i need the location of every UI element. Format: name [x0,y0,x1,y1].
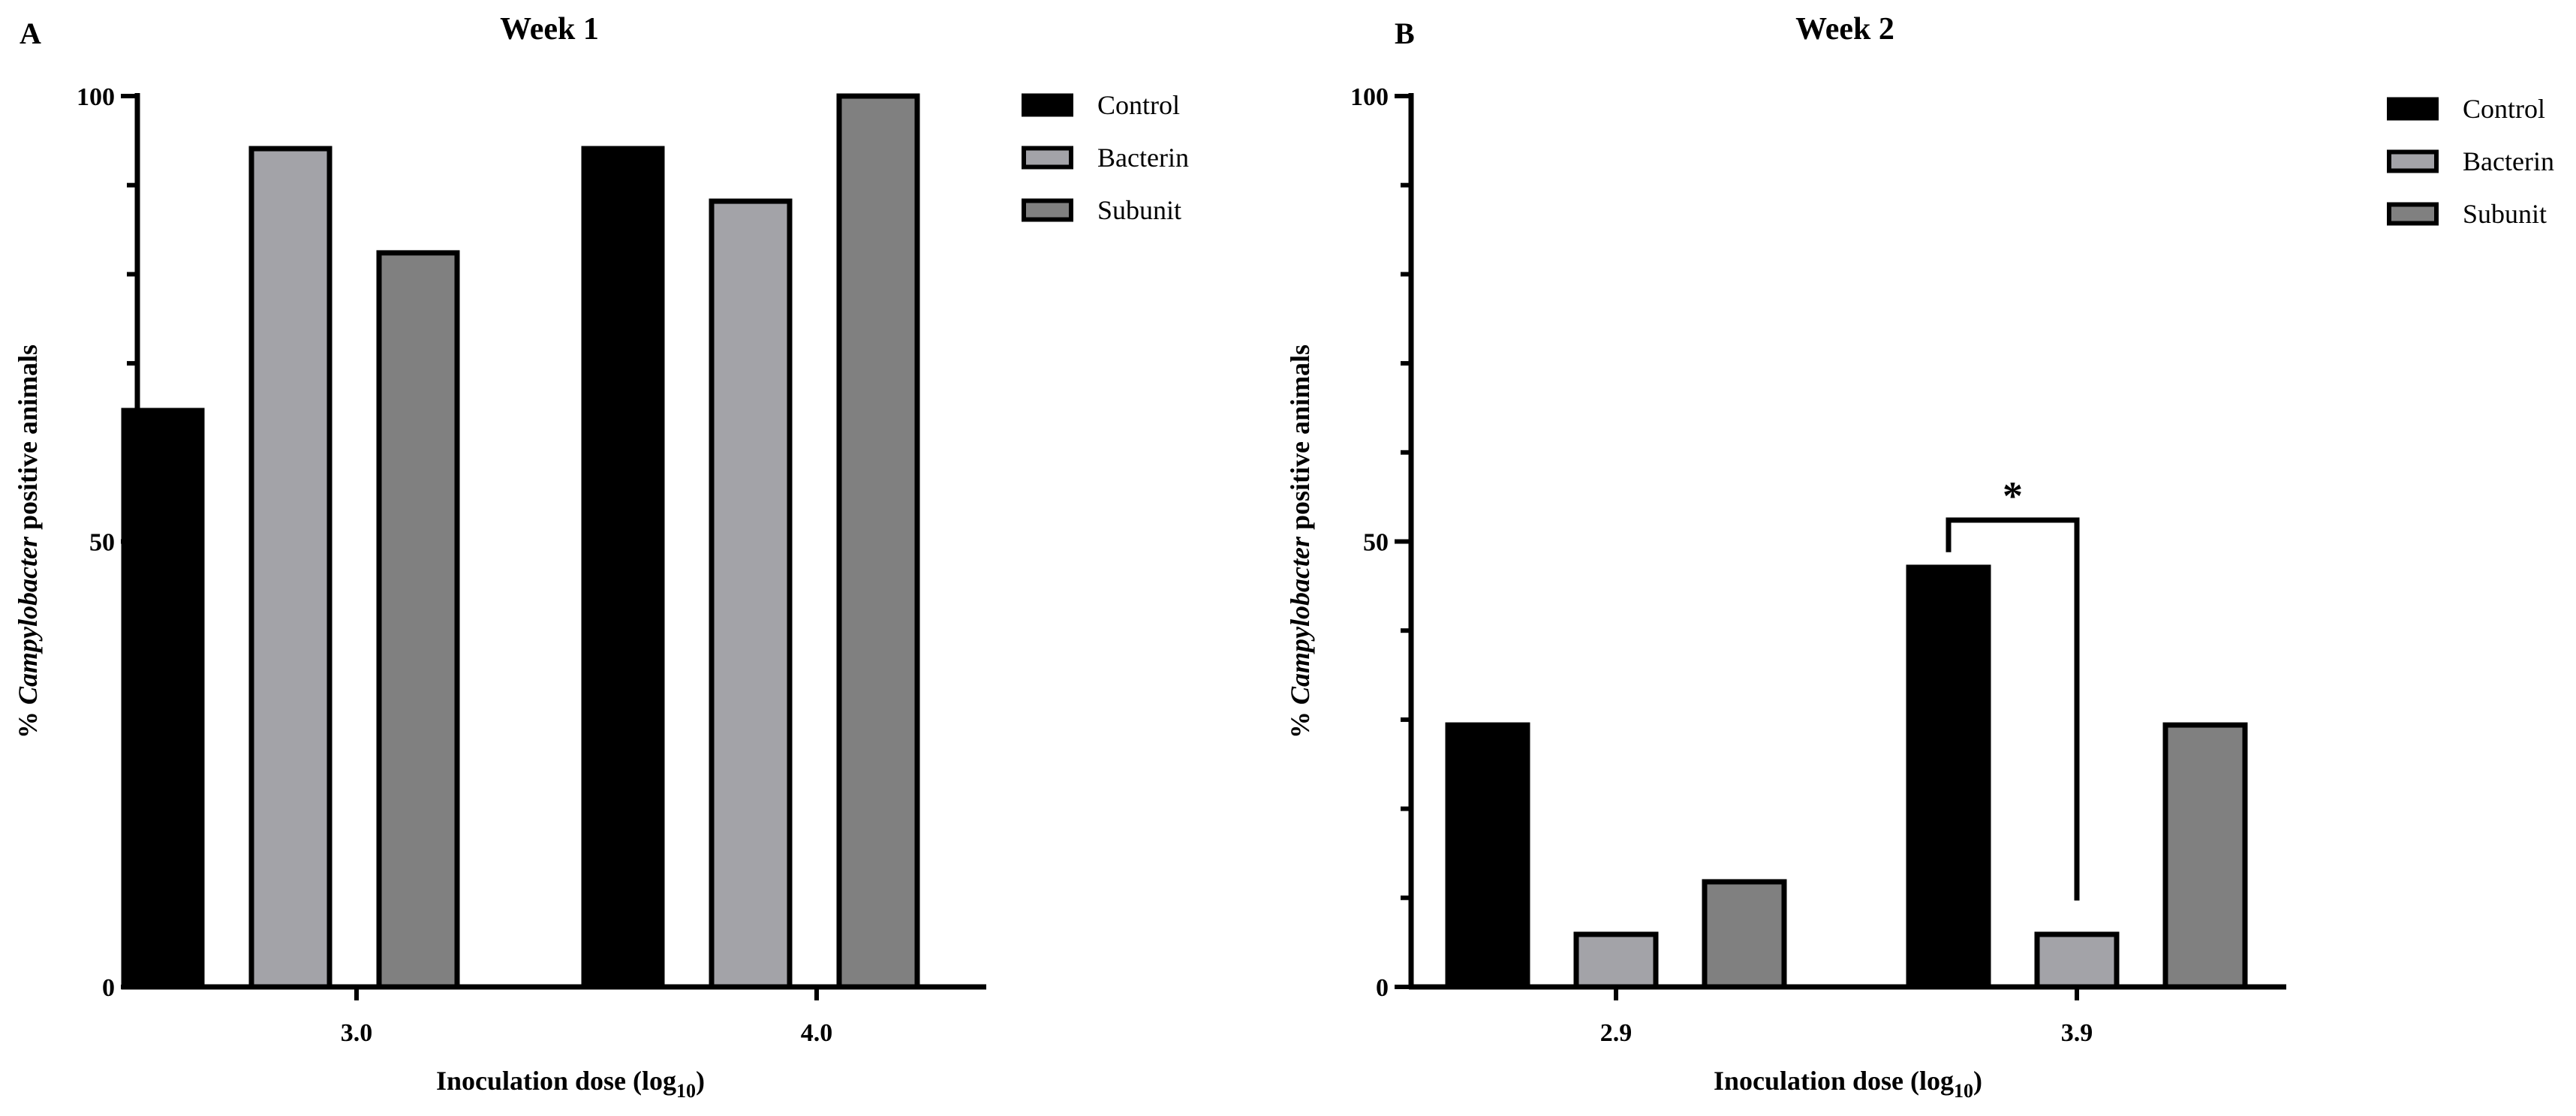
panel-a-chart: A Week 1 0 50 100 3.0 4.0 Inoculation dose (log… [13,12,1189,1102]
bar-control-4.0 [581,146,665,990]
bar-subunit-2.9 [1702,879,1787,990]
legend-label-bacterin: Bacterin [2463,146,2554,176]
y-tick-label: 50 [89,529,115,557]
bar-bacterin-3.0 [248,146,333,990]
panel-letter: B [1395,17,1415,50]
bar-bacterin-3.9 [2034,931,2120,990]
x-axis-title: Inoculation dose (log10) [436,1066,705,1102]
panel-letter: A [20,17,41,50]
chart-title: Week 1 [500,12,599,47]
bar-subunit-3.9 [2162,722,2248,990]
significance-star: * [2003,474,2023,519]
legend-label-control: Control [2463,94,2545,124]
legend-swatch-control [1022,93,1073,117]
x-tick-label: 3.0 [341,1019,373,1047]
y-axis-title: % Campylobacter positive animals [13,344,43,738]
chart-title: Week 2 [1795,12,1894,47]
bar-control-3.9 [1906,564,1991,990]
bar-bacterin-4.0 [709,198,793,990]
legend-swatch-subunit [1022,198,1073,222]
legend-swatch-subunit [2387,202,2439,226]
x-tick-label: 2.9 [1600,1019,1633,1047]
panel-b-chart: B Week 2 0 50 100 2.9 3.9 Inoculation dose (log… [1285,12,2554,1102]
bar-control-2.9 [1445,722,1530,990]
legend-label-bacterin: Bacterin [1097,143,1189,173]
legend-swatch-control [2387,97,2439,121]
y-tick-label: 100 [1350,83,1389,111]
significance-bracket [1946,517,2080,901]
y-tick-label: 50 [1363,529,1389,557]
legend-label-subunit: Subunit [1097,195,1181,225]
legend-swatch-bacterin [2387,149,2439,173]
y-tick-label: 0 [1376,974,1389,1002]
x-axis-title: Inoculation dose (log10) [1714,1066,1982,1102]
legend-swatch-bacterin [1022,146,1073,170]
legend-label-subunit: Subunit [2463,199,2547,229]
x-tick-label: 3.9 [2061,1019,2093,1047]
bar-bacterin-2.9 [1573,931,1659,990]
y-tick-label: 100 [77,83,115,111]
y-tick-label: 0 [102,974,115,1002]
x-tick-label: 4.0 [801,1019,833,1047]
legend-label-control: Control [1097,90,1180,120]
y-axis-title: % Campylobacter positive animals [1285,344,1315,738]
bar-subunit-4.0 [836,93,920,990]
bar-subunit-3.0 [376,250,460,990]
